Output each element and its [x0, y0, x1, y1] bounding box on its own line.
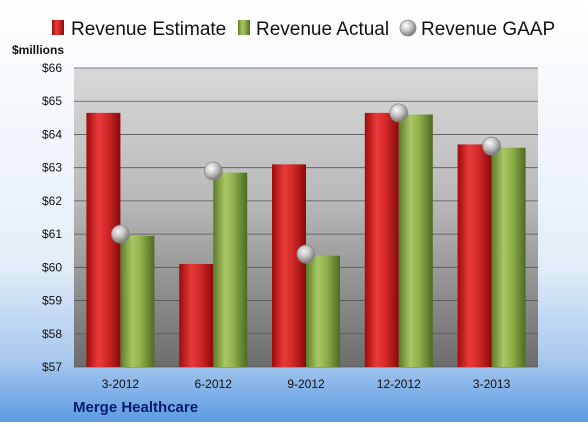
bar-revenue-estimate: [179, 264, 214, 367]
legend-swatch-actual: [238, 20, 250, 35]
legend-label-gaap: Revenue GAAP: [421, 19, 555, 40]
bar-revenue-actual: [491, 147, 526, 367]
y-axis-unit-label: $millions: [12, 43, 64, 57]
y-tick-label: $61: [42, 227, 62, 241]
x-tick-label: 12-2012: [377, 377, 421, 391]
y-tick-label: $57: [42, 360, 62, 374]
y-tick-label: $60: [42, 260, 62, 274]
x-tick-label: 6-2012: [195, 377, 233, 391]
x-tick-label: 3-2013: [473, 377, 511, 391]
y-tick-label: $58: [42, 327, 62, 341]
marker-revenue-gaap: [111, 224, 130, 244]
legend-label-estimate: Revenue Estimate: [71, 19, 226, 40]
bar-revenue-estimate: [457, 144, 492, 367]
y-tick-label: $62: [42, 194, 62, 208]
x-tick-label: 9-2012: [287, 377, 325, 391]
legend-swatch-gaap: [399, 19, 417, 37]
y-tick-label: $65: [42, 94, 62, 108]
legend-swatch-estimate: [52, 20, 64, 35]
legend-item-gaap: Revenue GAAP: [399, 19, 555, 40]
y-tick-label: $66: [42, 61, 62, 75]
y-tick-label: $59: [42, 294, 62, 308]
bar-revenue-actual: [398, 114, 433, 367]
y-tick-label: $64: [42, 127, 62, 141]
gaap-markers: [111, 103, 502, 264]
x-tick-label: 3-2012: [102, 377, 140, 391]
bar-revenue-estimate: [272, 164, 306, 367]
bar-revenue-estimate: [364, 112, 399, 367]
legend-item-estimate: Revenue Estimate: [52, 19, 226, 40]
bar-revenue-actual: [213, 172, 248, 367]
legend: Revenue Estimate Revenue Actual Revenue …: [52, 19, 555, 40]
legend-item-actual: Revenue Actual: [238, 19, 389, 40]
x-axis-ticks: 3-2012 6-2012 9-2012 12-2012 3-2013: [102, 377, 511, 391]
y-tick-label: $63: [42, 161, 62, 175]
bar-revenue-actual: [120, 235, 155, 367]
marker-revenue-gaap: [296, 244, 316, 264]
marker-revenue-gaap: [482, 136, 502, 156]
bar-revenue-actual: [306, 255, 340, 367]
marker-revenue-gaap: [203, 161, 223, 181]
marker-revenue-gaap: [389, 103, 409, 123]
company-name: Merge Healthcare: [73, 399, 198, 416]
y-axis-ticks: $57 $58 $59 $60 $61 $62 $63 $64 $65 $66: [42, 61, 62, 374]
bars: [86, 112, 526, 367]
legend-label-actual: Revenue Actual: [256, 19, 389, 40]
